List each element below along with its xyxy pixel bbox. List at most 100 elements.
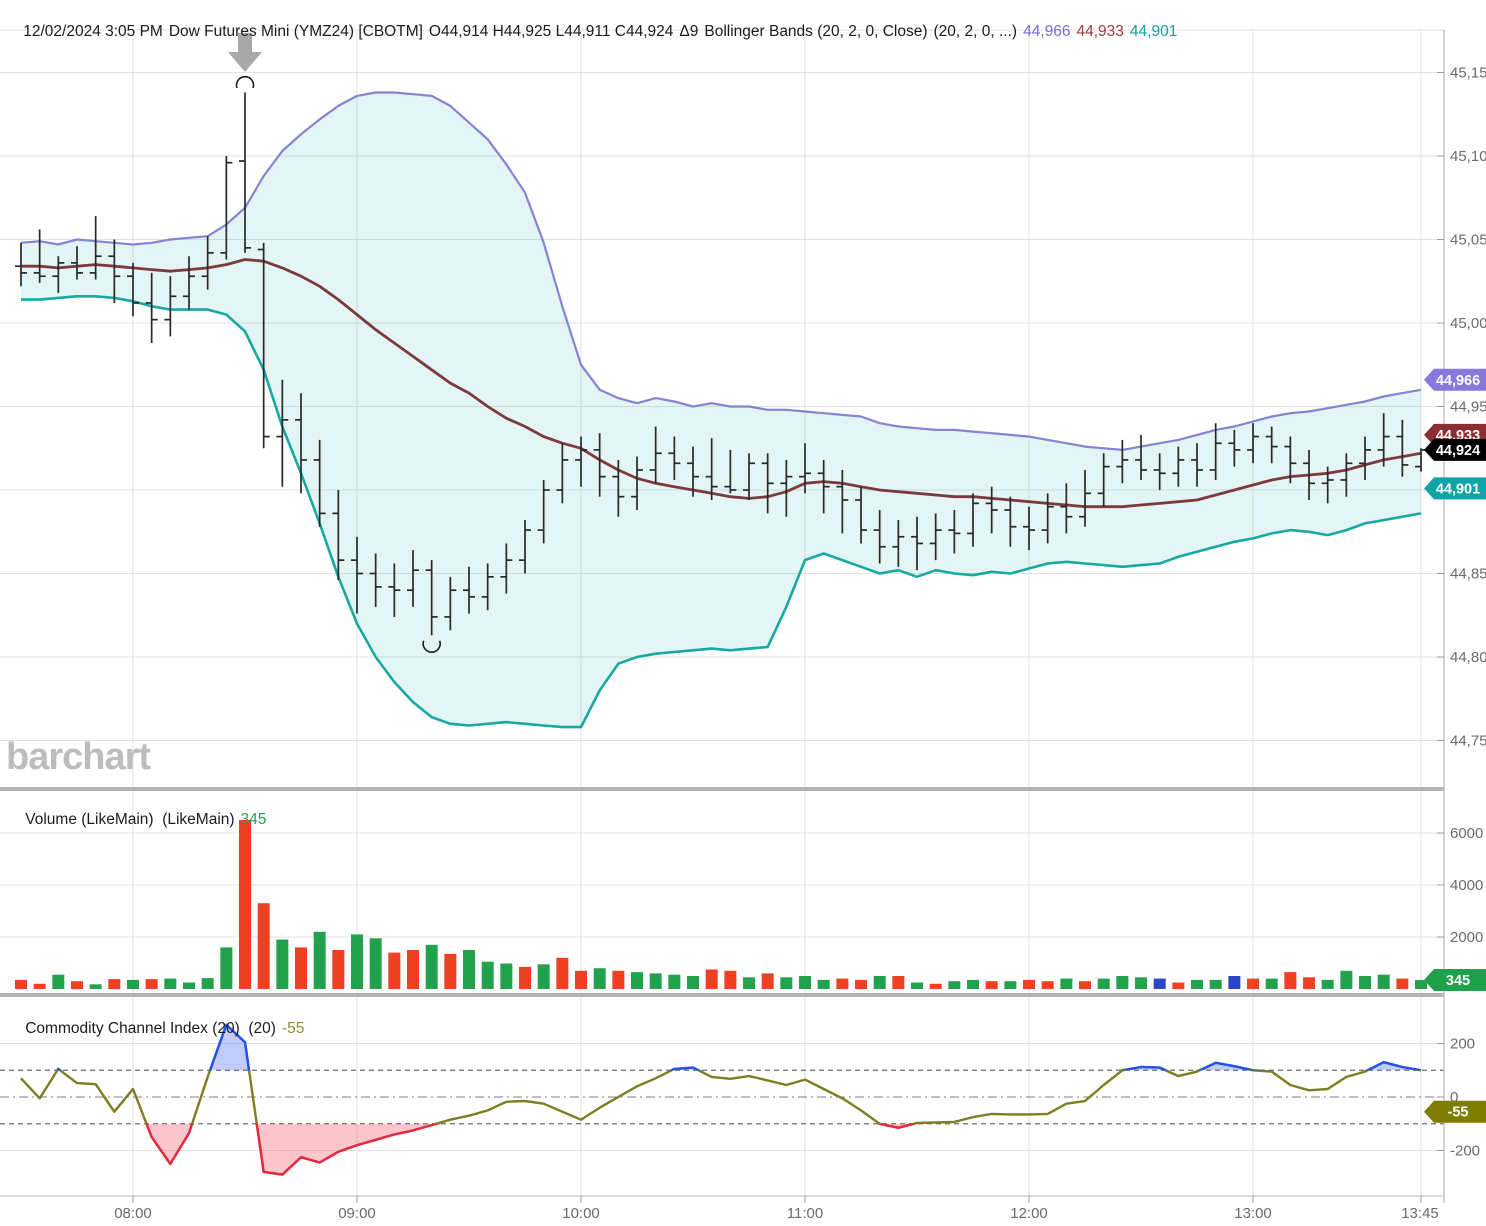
volume-bar — [855, 979, 868, 989]
volume-last-value: 345 — [240, 811, 267, 828]
volume-bar — [500, 963, 513, 989]
axis-tick-label: 45,150 — [1450, 65, 1486, 82]
volume-bar — [668, 974, 681, 989]
volume-bar — [1079, 981, 1092, 989]
ohlc-bar — [1265, 426, 1278, 464]
ohlc-bar — [799, 443, 812, 494]
axis-tick-label: 45,100 — [1450, 148, 1486, 165]
header-delta: Δ9 — [679, 23, 699, 40]
ohlc-bar — [948, 510, 961, 554]
ohlc-bar — [537, 479, 550, 544]
volume-bar — [1135, 977, 1148, 989]
time-axis-label: 08:00 — [114, 1205, 152, 1222]
ohlc-bar — [1023, 506, 1036, 551]
time-axis-label: 12:00 — [1010, 1205, 1048, 1222]
ohlc-bar — [1172, 446, 1185, 487]
ohlc-bar — [276, 379, 289, 487]
ohlc-bar — [351, 536, 364, 614]
ohlc-bar — [911, 516, 924, 571]
arc-under-low-annotation — [422, 640, 441, 653]
ohlc-bar — [780, 459, 793, 517]
volume-bar — [724, 970, 737, 989]
volume-bar — [1228, 976, 1241, 989]
volume-bar — [1340, 970, 1353, 989]
ohlc-bar — [817, 459, 830, 514]
volume-bar — [369, 938, 382, 989]
ohlc-bars — [15, 92, 1428, 636]
price-badge-bb-lower: 44,901 — [1424, 477, 1486, 500]
axis-tick-label: 44,950 — [1450, 399, 1486, 416]
volume-bar — [295, 947, 308, 989]
ohlc-bar — [425, 560, 438, 636]
svg-text:44,901: 44,901 — [1436, 481, 1480, 497]
axis-tick-label: 200 — [1450, 1036, 1475, 1053]
volume-bar — [388, 952, 401, 989]
volume-bar — [649, 973, 662, 989]
volume-bars — [15, 820, 1428, 989]
ohlc-bar — [631, 456, 644, 511]
barchart-watermark: barchart — [6, 736, 151, 778]
header-indicator: Bollinger Bands (20, 2, 0, Close) — [704, 23, 928, 40]
volume-bar — [89, 984, 102, 989]
volume-bar — [1023, 979, 1036, 989]
cci-last-value: -55 — [281, 1020, 305, 1037]
axis-tick-label: 45,050 — [1450, 232, 1486, 249]
volume-bar — [1172, 982, 1185, 989]
volume-bar — [15, 979, 27, 989]
ohlc-bar — [481, 563, 494, 611]
ohlc-bar — [761, 453, 774, 514]
ohlc-bar — [407, 550, 420, 607]
ohlc-bar — [873, 510, 886, 564]
ohlc-bar — [500, 543, 513, 594]
svg-text:345: 345 — [1446, 973, 1470, 989]
volume-bar — [332, 950, 345, 989]
volume-bar — [948, 981, 961, 989]
volume-bar — [1247, 978, 1260, 989]
volume-bar — [444, 953, 457, 989]
volume-bar — [593, 968, 606, 989]
volume-bar — [1265, 978, 1278, 989]
separator-price-volume[interactable] — [0, 787, 1444, 791]
ohlc-bar — [1340, 453, 1353, 497]
volume-bar — [276, 939, 289, 989]
ohlc-bar — [1097, 453, 1110, 507]
volume-bar — [612, 970, 625, 989]
volume-bar — [1153, 978, 1166, 989]
volume-bar — [1209, 979, 1222, 989]
ohlc-bar — [593, 433, 606, 497]
ohlc-bar — [127, 262, 140, 317]
volume-bar — [967, 979, 980, 989]
ohlc-bar — [239, 92, 252, 253]
ohlc-bar — [1191, 443, 1204, 487]
separator-volume-cci[interactable] — [0, 993, 1444, 997]
ohlc-bar — [1079, 469, 1092, 527]
volume-bar — [929, 983, 942, 989]
ohlc-bar — [444, 576, 457, 631]
volume-bar — [1191, 979, 1204, 989]
volume-bar — [892, 976, 905, 989]
bollinger-lower-line — [21, 294, 1422, 729]
ohlc-bar — [257, 242, 270, 449]
axis-tick-label: 0 — [1450, 1089, 1458, 1106]
ohlc-bar — [313, 439, 326, 527]
volume-panel-label: Volume (LikeMain) (LikeMain) 345 — [8, 793, 266, 847]
axis-tick-label: 6000 — [1450, 825, 1483, 842]
time-axis-label: 09:00 — [338, 1205, 376, 1222]
volume-bar — [108, 979, 121, 989]
ohlc-bar — [556, 443, 569, 504]
volume-bar — [71, 981, 84, 989]
volume-bar — [817, 979, 830, 989]
volume-bar — [1396, 978, 1409, 989]
axes: 45,15045,10045,05045,00044,95044,90044,8… — [114, 30, 1486, 1222]
volume-bar — [201, 978, 214, 989]
volume-bar — [911, 982, 924, 989]
volume-bar — [519, 966, 532, 989]
volume-bar — [52, 974, 65, 989]
bollinger-middle-line — [21, 258, 1422, 509]
volume-bar — [1321, 979, 1334, 989]
panel-separators — [0, 787, 1444, 1197]
cci-label-text: Commodity Channel Index (20) (20) — [25, 1020, 276, 1037]
